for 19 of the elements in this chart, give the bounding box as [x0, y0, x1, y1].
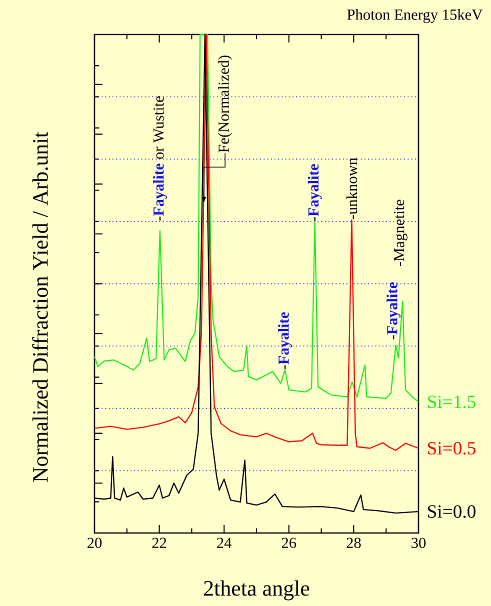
x-tick-label: 20 — [88, 538, 102, 548]
x-tick-label: 26 — [282, 538, 296, 548]
chart-title: Photon Energy 15keV — [347, 9, 483, 23]
annotation: -Fayalite — [386, 282, 401, 340]
annotation: -Magnetite — [394, 200, 408, 266]
x-tick-label: 22 — [152, 538, 166, 548]
series-label: Si=1.5 — [428, 396, 476, 408]
x-axis-title: 2theta angle — [204, 580, 310, 600]
x-tick-label: 30 — [412, 538, 426, 548]
series-label: Si=0.5 — [428, 442, 476, 455]
annotation: -Fayalite — [278, 312, 292, 370]
x-tick-label: 24 — [217, 538, 232, 548]
annotation: -Fayalite — [308, 164, 322, 222]
series-label: Si=0.0 — [428, 505, 476, 518]
y-axis-title: Normalized Diffraction Yield / Arb.unit — [32, 132, 48, 482]
x-tick-label: 28 — [346, 538, 361, 548]
annotation: -unknown — [346, 158, 358, 220]
annotation: -Fayalite or Wustite — [152, 96, 167, 221]
annotation: Fe(Normalized) — [218, 56, 232, 152]
